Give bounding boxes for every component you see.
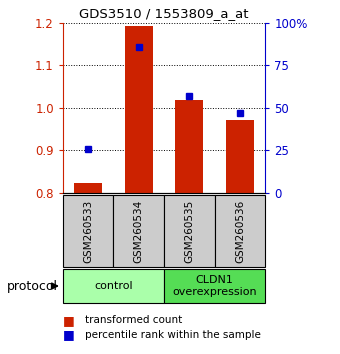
Bar (63, 195, 114, 267)
Text: CLDN1
overexpression: CLDN1 overexpression (172, 275, 257, 297)
Title: GDS3510 / 1553809_a_at: GDS3510 / 1553809_a_at (79, 7, 249, 21)
Bar (63, 269, 164, 303)
Bar (175, 100, 203, 193)
Bar (74, 183, 102, 193)
Text: protocol: protocol (7, 280, 58, 292)
Text: GSM260534: GSM260534 (134, 199, 144, 263)
Text: transformed count: transformed count (85, 315, 182, 325)
Bar (125, 27, 153, 193)
Bar (114, 195, 164, 267)
Bar (164, 195, 215, 267)
Text: GSM260535: GSM260535 (184, 199, 194, 263)
Text: ■: ■ (63, 314, 75, 327)
Bar (164, 269, 265, 303)
Bar (215, 195, 265, 267)
Bar (226, 120, 254, 193)
Text: control: control (94, 281, 133, 291)
Text: GSM260536: GSM260536 (235, 199, 245, 263)
Text: ■: ■ (63, 328, 75, 341)
Text: GSM260533: GSM260533 (83, 199, 93, 263)
Text: percentile rank within the sample: percentile rank within the sample (85, 330, 261, 339)
